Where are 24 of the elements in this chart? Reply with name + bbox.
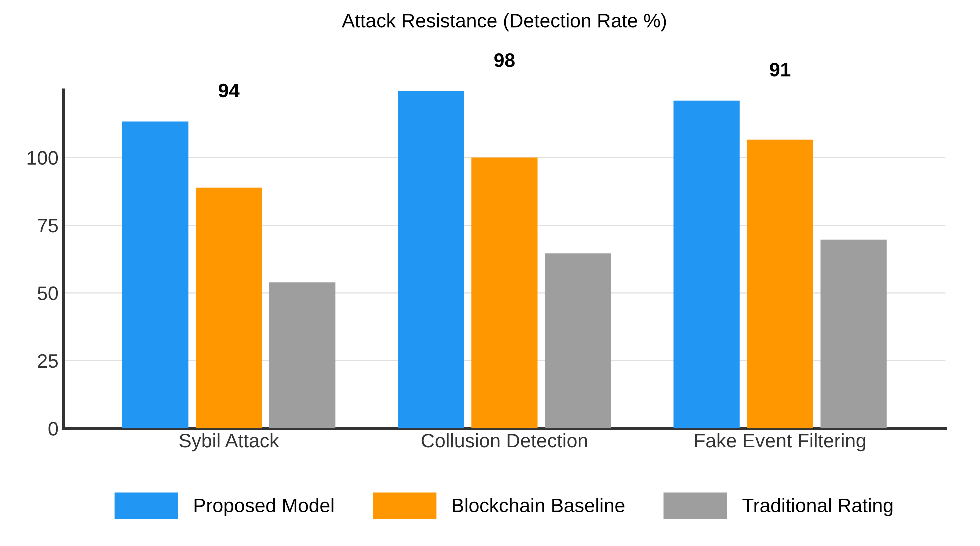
chart-title: Attack Resistance (Detection Rate %) — [342, 14, 666, 32]
y-tick-label: 50 — [38, 286, 58, 300]
bar — [674, 100, 740, 429]
x-tick-label: Sybil Attack — [180, 433, 280, 452]
bar — [747, 140, 814, 429]
bar — [270, 282, 336, 429]
bar — [122, 122, 189, 429]
y-tick-label: 0 — [48, 422, 58, 436]
y-tick-label: 25 — [38, 354, 58, 368]
legend-label: Traditional Rating — [742, 498, 893, 516]
bar — [820, 240, 887, 429]
annotation: 94 — [218, 84, 240, 98]
y-tick-label: 75 — [38, 219, 58, 233]
legend-label: Blockchain Baseline — [453, 498, 625, 513]
text: 91 — [770, 63, 791, 77]
text: 98 — [494, 54, 515, 68]
legend-label: Proposed Model — [194, 498, 334, 516]
bar — [196, 188, 262, 429]
x-tick-label: Fake Event Filtering — [695, 433, 866, 452]
x-tick-label: Collusion Detection — [422, 433, 588, 448]
bar — [398, 91, 464, 429]
bar — [545, 254, 612, 429]
bar — [472, 158, 538, 429]
y-tick-label: 100 — [28, 151, 58, 166]
